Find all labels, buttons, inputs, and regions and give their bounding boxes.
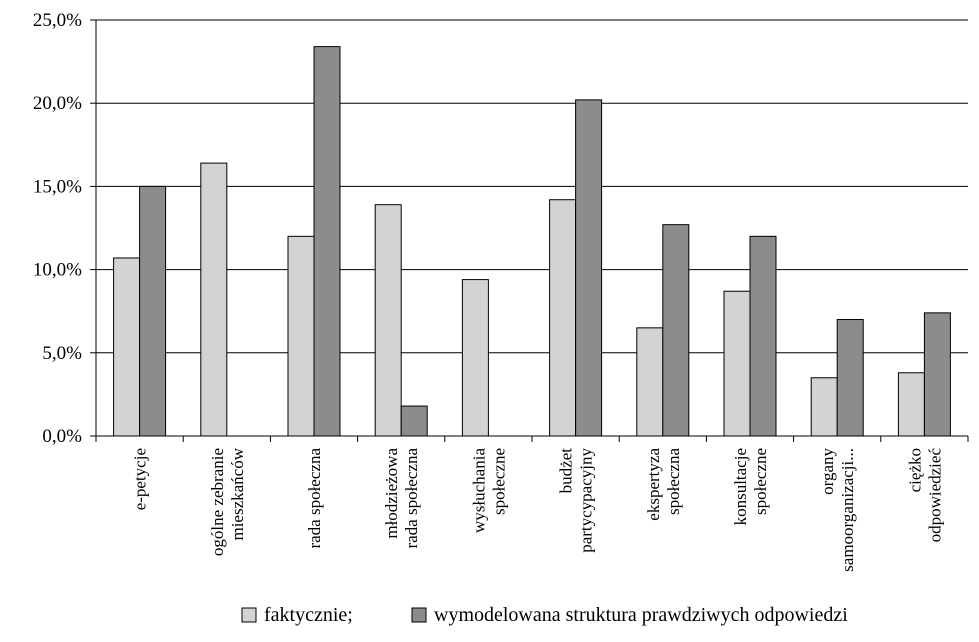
x-category-label-line: organy (818, 448, 837, 495)
x-category-label: młodzieżowa rada społeczna (382, 448, 421, 549)
bar-wymodelowana-0 (139, 185, 167, 437)
bar-wymodelowana-7 (749, 235, 777, 437)
x-category-label-line: społeczne (489, 448, 508, 515)
bar-faktycznie-5 (549, 199, 577, 437)
bar-faktycznie-1 (200, 162, 228, 437)
x-category-label: ogólne zebranie mieszkańców (208, 447, 247, 556)
x-category-label-line: rada społeczna (305, 448, 324, 549)
y-tick-label: 25,0% (33, 10, 82, 31)
x-category-label-line: społeczna (664, 448, 683, 515)
bar-wymodelowana-9 (923, 312, 951, 437)
x-category-labels: e-petycje ogólne zebranie mieszkańców rada … (131, 447, 945, 572)
bar-faktycznie-3 (374, 204, 402, 437)
bar-wymodelowana-3 (400, 405, 428, 437)
x-category-label-line: budżet (557, 448, 576, 494)
y-tick-labels: 0,0% 5,0% 10,0% 15,0% 20,0% 25,0% (33, 10, 82, 447)
y-tick-label: 10,0% (33, 260, 82, 281)
bar-faktycznie-4 (461, 279, 489, 437)
legend-swatch-1 (411, 607, 427, 623)
bar-faktycznie-8 (810, 377, 838, 437)
bar-faktycznie-2 (287, 235, 315, 437)
x-category-label: ekspertyza społeczna (644, 448, 683, 521)
x-category-label-line: społeczne (751, 448, 770, 515)
x-category-label: e-petycje (131, 448, 150, 510)
legend-label-0: faktycznie; (264, 604, 353, 626)
x-category-label-line: odpowiedzieć (925, 448, 944, 543)
x-category-label-line: rada społeczna (402, 448, 421, 549)
x-category-label: ciężko odpowiedzieć (905, 448, 944, 543)
y-tick-label: 20,0% (33, 93, 82, 114)
bar-wymodelowana-6 (662, 224, 690, 437)
bars (113, 46, 951, 437)
x-category-label-line: młodzieżowa (382, 448, 401, 539)
x-category-label: konsultacje społeczne (731, 448, 770, 525)
x-category-label-line: ciężko (905, 448, 924, 492)
bar-wymodelowana-5 (575, 99, 603, 437)
bar-faktycznie-9 (897, 372, 925, 437)
legend: faktycznie; wymodelowana struktura prawdz… (241, 604, 848, 626)
y-tick-label: 15,0% (33, 176, 82, 197)
x-category-label-line: ekspertyza (644, 448, 663, 521)
y-tick-label: 0,0% (42, 426, 82, 447)
bar-faktycznie-6 (636, 327, 664, 437)
x-category-label: wysłuchania społeczne (469, 448, 508, 533)
x-category-label-line: samoorganizacji... (838, 448, 857, 572)
x-category-label-line: konsultacje (731, 448, 750, 525)
x-category-label: organy samoorganizacji... (818, 448, 857, 572)
x-category-label: budżet partycypacyjny (557, 448, 596, 553)
bar-wymodelowana-2 (313, 46, 341, 437)
bar-faktycznie-7 (723, 290, 751, 437)
legend-label-1: wymodelowana struktura prawdziwych odpow… (434, 604, 848, 626)
axes (90, 19, 969, 442)
gridlines (96, 19, 968, 354)
x-category-label-line: mieszkańców (228, 447, 247, 540)
x-category-label-line: e-petycje (131, 448, 150, 510)
x-category-label-line: wysłuchania (469, 448, 488, 533)
x-category-label-line: partycypacyjny (577, 448, 596, 553)
legend-swatch-0 (241, 607, 257, 623)
y-tick-label: 5,0% (42, 343, 82, 364)
bar-wymodelowana-8 (836, 319, 864, 437)
bar-faktycznie-0 (113, 257, 141, 437)
x-category-label: rada społeczna (305, 448, 324, 549)
x-category-label-line: ogólne zebranie (208, 448, 227, 556)
